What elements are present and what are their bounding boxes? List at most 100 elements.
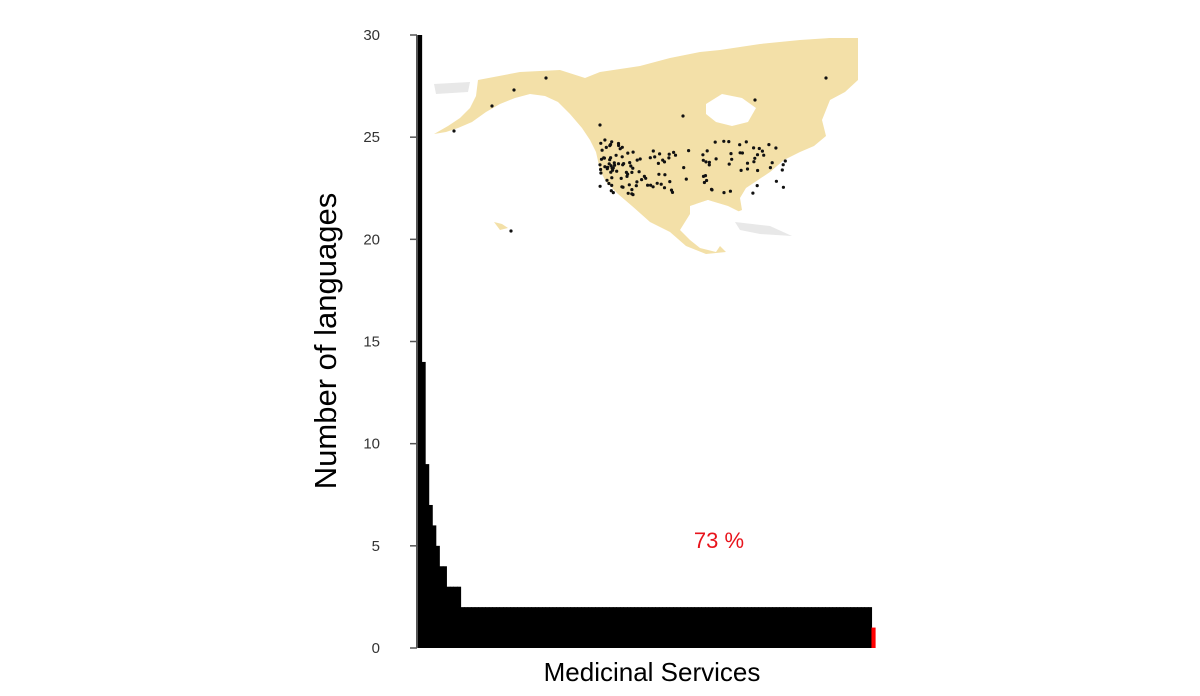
bar [697,607,703,648]
bar [758,607,763,648]
bar [467,607,472,648]
map-point [605,178,609,182]
bar [503,607,508,648]
bar [747,607,752,648]
map-point [703,174,708,178]
map-point [622,162,626,166]
map-point [653,155,657,159]
map-point [745,161,750,165]
bar [811,607,816,648]
map-point [648,156,652,160]
map-point [673,153,678,157]
map-point [544,76,548,80]
bar [704,607,710,648]
map-point [612,161,616,165]
map-point [760,149,765,153]
map-point [607,162,611,166]
bar [648,607,653,648]
map-caribbean [735,222,792,236]
map-point [707,160,712,164]
bar [729,607,734,648]
map-point [774,146,778,150]
map-point [727,140,731,144]
map-point [701,153,705,157]
map-point [738,151,742,155]
bar [641,607,646,648]
map-point [738,143,742,147]
bar [425,464,430,648]
bar [446,586,451,648]
map-point [609,156,613,160]
map-gulf [690,200,740,226]
map-point [610,166,614,170]
map-point [613,163,617,167]
bar [517,607,522,648]
map-point [781,185,786,189]
bar [559,607,564,648]
bar [839,607,844,648]
bar [623,607,628,648]
map-point [755,153,760,157]
bar [538,607,543,648]
bar [577,607,582,648]
bar [556,607,561,648]
bar [867,607,873,648]
bar [694,607,699,648]
map-point [705,149,709,153]
map-point [684,177,688,181]
map-point [663,173,667,177]
bar [591,607,596,648]
map-point [635,158,639,162]
map-point [608,144,612,148]
bar [836,607,841,648]
map-north-america [434,38,858,254]
map-points [452,76,828,233]
map-point [668,180,672,184]
bar [786,607,791,648]
inset-map [434,38,858,254]
map-point [630,170,634,174]
bar [743,607,749,648]
bar [471,607,476,648]
map-point [669,188,674,192]
bar [804,607,809,648]
bar [719,607,724,648]
bar [570,607,575,648]
map-point [626,172,630,176]
map-point [490,104,494,108]
map-point [756,168,760,173]
map-point [602,156,607,160]
bar [605,607,610,648]
map-point [628,161,632,165]
map-point [603,138,607,142]
map-point [635,180,639,184]
bar [857,607,862,648]
map-point [687,149,691,153]
bar [733,607,738,648]
map-point [600,148,604,152]
map-point [620,155,624,159]
bar [782,607,788,648]
bar [630,607,635,648]
bar [673,607,678,648]
map-point [780,168,784,172]
bar [499,607,504,648]
map-point [598,163,602,167]
map-point [701,158,705,162]
map-greenland [790,38,858,86]
bar [637,607,642,648]
bar [627,607,632,648]
map-point [630,192,634,196]
map-point [681,114,685,118]
map-point [702,180,707,185]
bar [775,607,780,648]
y-tick-label: 5 [372,538,380,555]
bar [524,607,529,648]
map-point [752,160,756,164]
bar [442,566,447,648]
map-point [774,179,779,183]
map-point [637,170,641,174]
bars [418,35,876,648]
map-point [640,178,644,182]
